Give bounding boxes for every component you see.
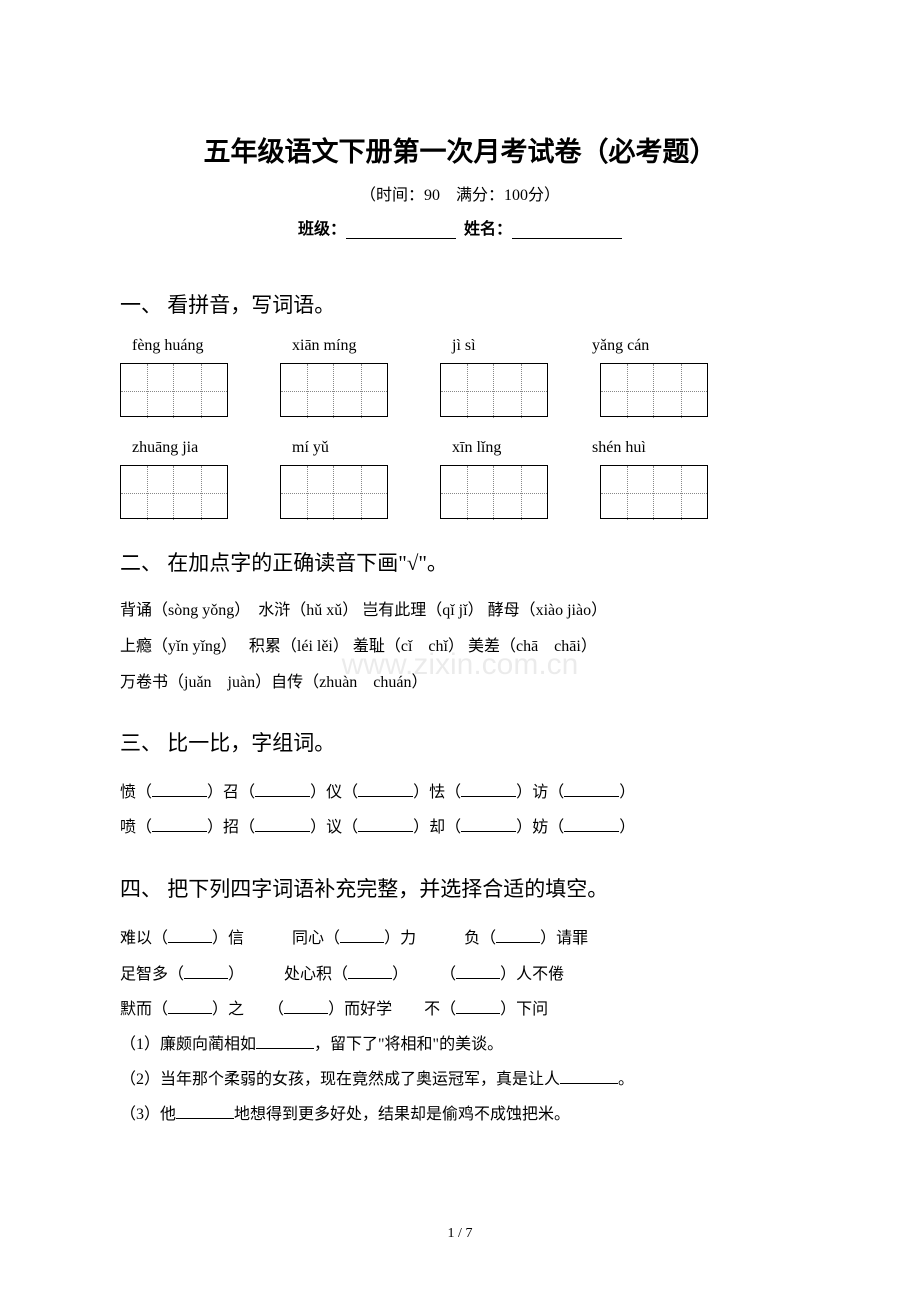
pinyin: xiān míng bbox=[292, 337, 452, 355]
pinyin: fèng huáng bbox=[132, 337, 292, 355]
section-2-heading: 二、 在加点字的正确读音下画"√"。 bbox=[120, 547, 800, 577]
class-blank bbox=[346, 221, 456, 239]
frag: 不（ bbox=[424, 1001, 456, 1018]
frag: ）力 bbox=[384, 930, 416, 947]
pinyin-row-1: fèng huáng xiān míng jì sì yǎng cán bbox=[132, 337, 800, 355]
char-box-pair bbox=[280, 363, 388, 417]
s4-q3: （3）他 地想得到更多好处，结果却是偷鸡不成蚀把米。 bbox=[120, 1097, 800, 1132]
s4-q1: （1）廉颇向蔺相如 ，留下了"将相和"的美谈。 bbox=[120, 1027, 800, 1062]
pinyin: zhuāng jia bbox=[132, 439, 292, 457]
frag: ）信 bbox=[212, 930, 244, 947]
section-4-heading: 四、 把下列四字词语补充完整，并选择合适的填空。 bbox=[120, 873, 800, 903]
frag: ） bbox=[228, 966, 236, 983]
pinyin: mí yǔ bbox=[292, 439, 452, 457]
s3-line2: 喷（）招（）议（）却（）妨（） bbox=[120, 810, 800, 845]
char: 访 bbox=[532, 784, 548, 801]
frag: 同心（ bbox=[292, 930, 340, 947]
frag: 负（ bbox=[464, 930, 496, 947]
section-2: 二、 在加点字的正确读音下画"√"。 背诵（sòng yǒng） 水浒（hǔ x… bbox=[120, 547, 800, 699]
section-1-heading: 一、 看拼音，写词语。 bbox=[120, 289, 800, 319]
char-box-pair bbox=[600, 465, 708, 519]
char-box-pair bbox=[600, 363, 708, 417]
char: 招 bbox=[223, 819, 239, 836]
s2-line: 背诵（sòng yǒng） 水浒（hǔ xǔ） 岂有此理（qǐ jǐ） 酵母（x… bbox=[120, 595, 800, 627]
s2-line: 万卷书（juǎn juàn）自传（zhuàn chuán） bbox=[120, 667, 800, 699]
char: 议 bbox=[326, 819, 342, 836]
box-row-2 bbox=[120, 465, 800, 519]
char-box-pair bbox=[440, 363, 548, 417]
s4-row1: 难以（ ）信 同心（ ）力 负（ ）请罪 bbox=[120, 921, 800, 956]
frag: ） bbox=[392, 966, 400, 983]
char-box-pair bbox=[280, 465, 388, 519]
name-blank bbox=[512, 221, 622, 239]
char-box-pair bbox=[120, 363, 228, 417]
s4-row3: 默而（ ）之 （ ）而好学 不（ ）下问 bbox=[120, 992, 800, 1027]
pinyin: shén huì bbox=[592, 439, 752, 457]
section-4: 四、 把下列四字词语补充完整，并选择合适的填空。 难以（ ）信 同心（ ）力 负（ ）… bbox=[120, 873, 800, 1132]
page-number: 1 / 7 bbox=[448, 1226, 473, 1242]
pinyin-row-2: zhuāng jia mí yǔ xīn lǐng shén huì bbox=[132, 439, 800, 457]
s3-line1: 愤（）召（）仪（）怯（）访（） bbox=[120, 775, 800, 810]
section-1: 一、 看拼音，写词语。 fèng huáng xiān míng jì sì y… bbox=[120, 289, 800, 519]
section-3: 三、 比一比，字组词。 愤（）召（）仪（）怯（）访（） 喷（）招（）议（）却（）… bbox=[120, 727, 800, 845]
frag: 足智多（ bbox=[120, 966, 184, 983]
subtitle: （时间：90 满分：100分） bbox=[120, 181, 800, 205]
frag: （3）他 bbox=[120, 1106, 176, 1123]
s2-line: 上瘾（yǐn yǐng） 积累（léi lěi） 羞耻（cǐ chǐ） 美差（c… bbox=[120, 631, 800, 663]
char-box-pair bbox=[120, 465, 228, 519]
char: 召 bbox=[223, 784, 239, 801]
char: 怯 bbox=[429, 784, 445, 801]
pinyin: jì sì bbox=[452, 337, 592, 355]
s4-row2: 足智多（ ） 处心积（ ） （ ）人不倦 bbox=[120, 957, 800, 992]
frag: ）之 bbox=[212, 1001, 244, 1018]
char: 喷 bbox=[120, 819, 136, 836]
char: 却 bbox=[429, 819, 445, 836]
box-row-1 bbox=[120, 363, 800, 417]
frag: 处心积（ bbox=[284, 966, 348, 983]
frag: ）下问 bbox=[500, 1001, 548, 1018]
frag: （2）当年那个柔弱的女孩，现在竟然成了奥运冠军，真是让人 bbox=[120, 1071, 560, 1088]
page-title: 五年级语文下册第一次月考试卷（必考题） bbox=[120, 130, 800, 169]
frag: （1）廉颇向蔺相如 bbox=[120, 1036, 256, 1053]
char: 愤 bbox=[120, 784, 136, 801]
frag: ）而好学 bbox=[328, 1001, 392, 1018]
pinyin: yǎng cán bbox=[592, 337, 752, 355]
frag: 地想得到更多好处，结果却是偷鸡不成蚀把米。 bbox=[234, 1106, 570, 1123]
frag: （ bbox=[448, 966, 456, 983]
frag: ，留下了"将相和"的美谈。 bbox=[314, 1036, 503, 1053]
class-label: 班级： bbox=[298, 221, 346, 238]
frag: ）人不倦 bbox=[500, 966, 564, 983]
name-label: 姓名： bbox=[464, 221, 512, 238]
form-line: 班级： 姓名： bbox=[120, 215, 800, 239]
frag: （ bbox=[276, 1001, 284, 1018]
frag: 。 bbox=[618, 1071, 634, 1088]
char: 妨 bbox=[532, 819, 548, 836]
s4-q2: （2）当年那个柔弱的女孩，现在竟然成了奥运冠军，真是让人 。 bbox=[120, 1062, 800, 1097]
char-box-pair bbox=[440, 465, 548, 519]
char: 仪 bbox=[326, 784, 342, 801]
pinyin: xīn lǐng bbox=[452, 439, 592, 457]
section-3-heading: 三、 比一比，字组词。 bbox=[120, 727, 800, 757]
frag: ）请罪 bbox=[540, 930, 588, 947]
frag: 难以（ bbox=[120, 930, 168, 947]
frag: 默而（ bbox=[120, 1001, 168, 1018]
